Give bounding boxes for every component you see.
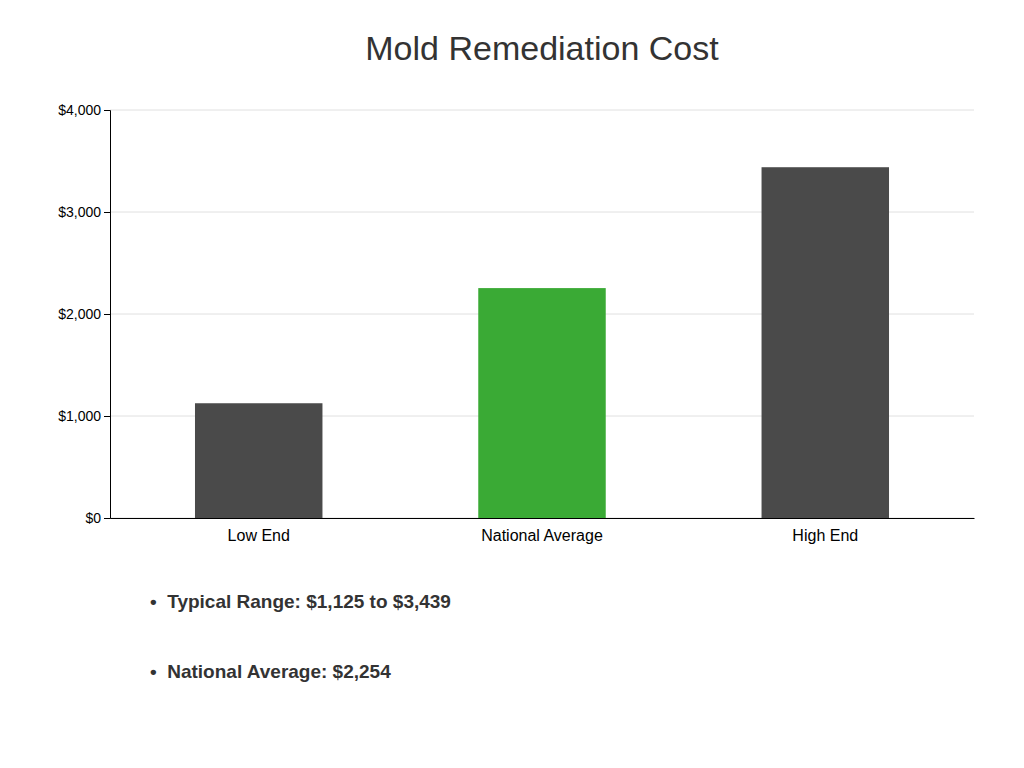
chart: $0 $1,000 $2,000 $3,000 $4,000 Low End Nationa… xyxy=(0,0,1024,768)
tick-label: $4,000 xyxy=(58,102,101,118)
annotation: • National Average: $2,254 xyxy=(150,661,391,682)
y-axis: $0 $1,000 $2,000 $3,000 $4,000 xyxy=(58,102,110,526)
tick: $3,000 xyxy=(58,204,110,220)
bars xyxy=(195,167,889,518)
tick-label: $0 xyxy=(85,510,101,526)
grid-line xyxy=(110,110,974,111)
tick-mark xyxy=(104,314,110,315)
title: Mold Remediation Cost xyxy=(365,29,719,67)
x-axis: Low End National Average High End xyxy=(111,519,975,545)
tick: National Average xyxy=(481,527,603,544)
tick: Low End xyxy=(228,527,290,544)
bar xyxy=(762,167,889,518)
tick-mark xyxy=(104,416,110,417)
tick: High End xyxy=(792,527,858,544)
tick-mark xyxy=(104,518,110,519)
tick-label: Low End xyxy=(228,527,290,544)
tick-label: $3,000 xyxy=(58,204,101,220)
tick: $4,000 xyxy=(58,102,110,118)
tick-mark xyxy=(104,110,110,111)
tick: $2,000 xyxy=(58,306,110,322)
axis-domain xyxy=(104,111,111,519)
tick-label: $1,000 xyxy=(58,408,101,424)
bar xyxy=(195,403,322,518)
annotation: • Typical Range: $1,125 to $3,439 xyxy=(150,591,451,612)
plot: $0 $1,000 $2,000 $3,000 $4,000 Low End Nationa… xyxy=(58,102,974,544)
tick-label: National Average xyxy=(481,527,603,544)
grid xyxy=(110,110,974,518)
axis-domain xyxy=(111,518,975,519)
bar xyxy=(478,288,605,518)
tick-label: High End xyxy=(792,527,858,544)
tick-label: $2,000 xyxy=(58,306,101,322)
tick-mark xyxy=(104,212,110,213)
tick: $1,000 xyxy=(58,408,110,424)
tick: $0 xyxy=(85,510,110,526)
